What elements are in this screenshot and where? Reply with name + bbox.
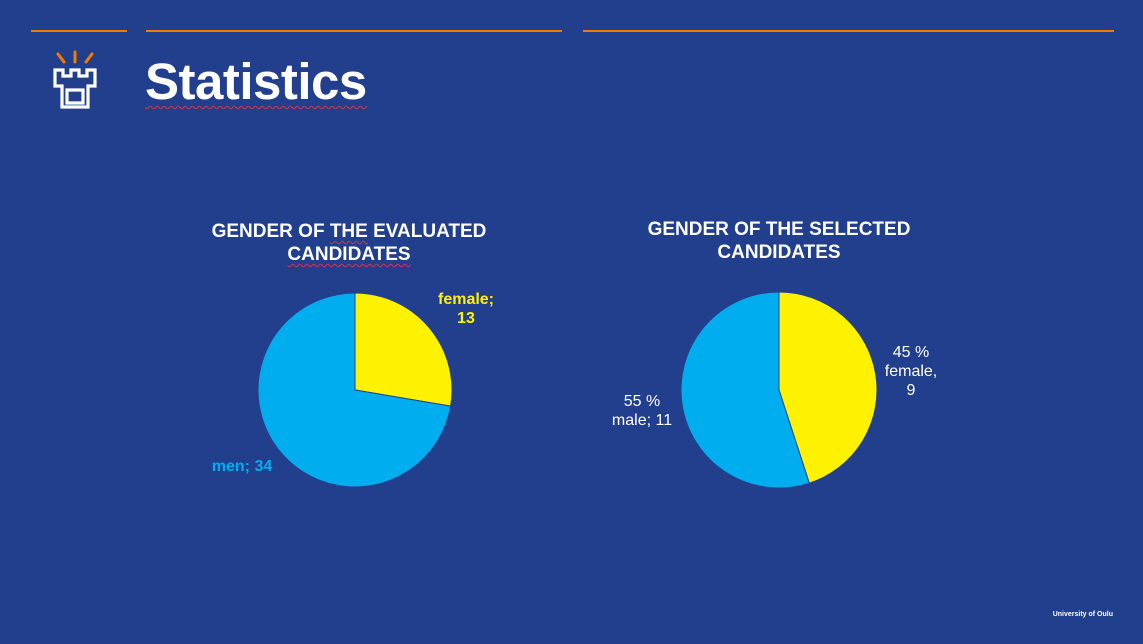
page-title: Statistics: [145, 53, 367, 110]
chart-2-title-line-2: CANDIDATES: [717, 242, 841, 263]
chart-1-label-men: men; 34: [200, 457, 284, 476]
chart-2-label-female-line-1: 45 %: [892, 344, 930, 361]
chart-1-slice-men: [257, 292, 452, 488]
chart-2-title: GENDER OF THE SELECTED CANDIDATES: [619, 218, 939, 264]
chart-1-label-men-line-1: men; 34: [211, 458, 273, 475]
accent-rule-right: [583, 30, 1114, 32]
chart-1-title-part-2: THE: [329, 221, 368, 242]
accent-rule-middle: [146, 30, 562, 32]
chart-2-slice-male: [680, 291, 810, 489]
chart-1-title-part-1: GENDER OF: [211, 221, 330, 242]
chart-2-slice-female: [778, 291, 878, 484]
chart-1-pie: [257, 292, 453, 488]
chart-2-title-line-1: GENDER OF THE SELECTED: [647, 219, 911, 240]
chart-2-label-male: 55 % male; 11: [600, 392, 684, 430]
chart-1-label-female-line-2: 13: [457, 310, 475, 327]
chart-2-label-male-line-1: 55 %: [623, 393, 661, 410]
footer-university-name: University of Oulu: [1052, 611, 1113, 618]
chart-1-title: GENDER OF THE EVALUATED CANDIDATES: [190, 220, 508, 266]
chart-1-label-female: female; 13: [425, 290, 507, 328]
chart-2-pie: [680, 291, 878, 489]
chart-2-label-male-line-2: male; 11: [611, 412, 673, 429]
chart-1-title-part-3: EVALUATED: [367, 221, 487, 242]
university-castle-logo-icon: [53, 50, 97, 109]
chart-1-title-part-4: CANDIDATES: [287, 244, 411, 265]
chart-1-slice-female: [354, 292, 453, 407]
chart-2-label-female-line-3: 9: [906, 382, 916, 399]
accent-rule-left: [31, 30, 127, 32]
chart-2-label-female: 45 % female, 9: [870, 343, 952, 400]
chart-1-label-female-line-1: female;: [437, 291, 495, 308]
chart-2-label-female-line-2: female,: [884, 363, 938, 380]
